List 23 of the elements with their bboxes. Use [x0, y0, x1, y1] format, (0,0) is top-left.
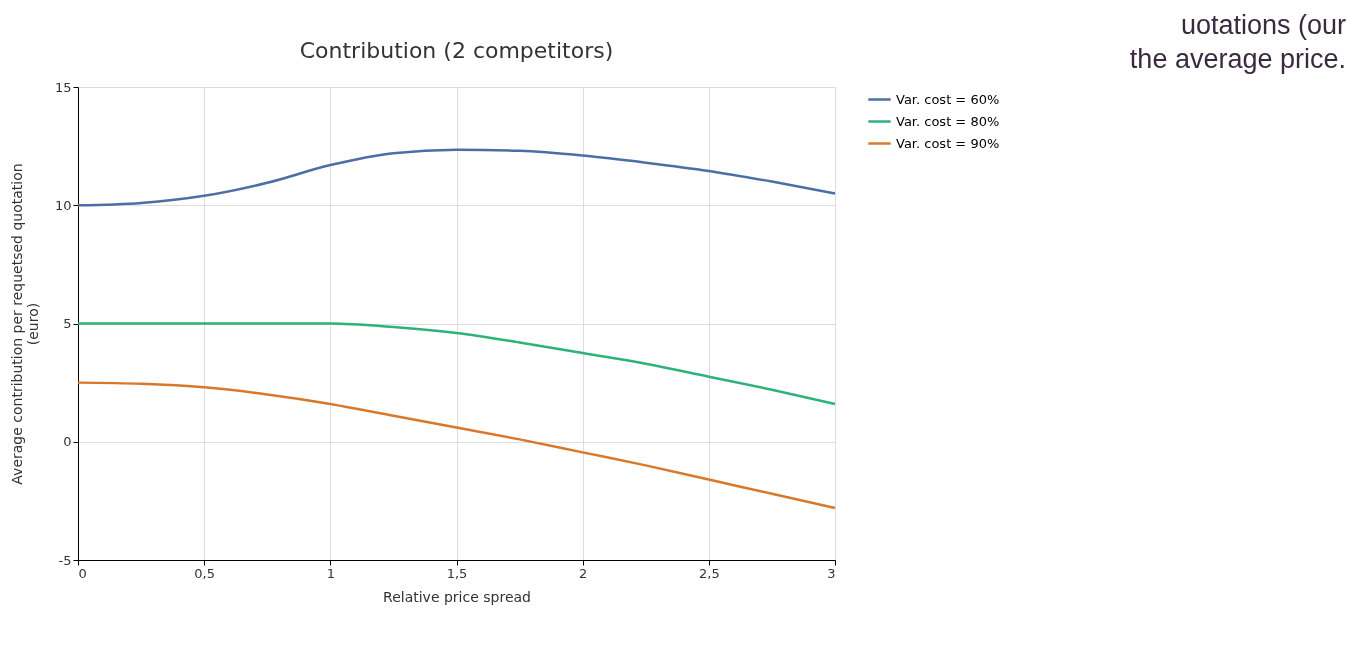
y-tick-label: 5 [63, 316, 72, 331]
text: the average price. [1129, 43, 1346, 76]
y-tick-label: 10 [54, 197, 72, 213]
legend-label: Var. cost = 90% [896, 135, 1000, 151]
x-axis-title: Relative price spread [383, 588, 531, 605]
x-tick-label: 2 [579, 565, 588, 581]
line-series [76, 148, 837, 207]
y-tick-label: 15 [54, 79, 72, 95]
x-tick-label: 0 [78, 565, 87, 581]
line-series [76, 381, 837, 510]
y-tick-label: 0 [63, 434, 72, 450]
x-tick-label: 3 [827, 565, 836, 581]
text: uotations (our [1179, 9, 1346, 42]
y-tick-label: -5 [58, 552, 72, 568]
line-series [76, 322, 837, 406]
x-tick-label: 0,5 [194, 565, 216, 581]
x-tick-label: 1 [326, 565, 335, 581]
legend-label: Var. cost = 60% [896, 91, 1000, 107]
x-tick-label: 1,5 [446, 565, 468, 581]
x-tick-label: 2,5 [698, 565, 720, 581]
legend-label: Var. cost = 80% [896, 113, 1000, 129]
y-axis-title: Average contribution per requetsed quotation (euro) [8, 163, 41, 485]
chart-title: Contribution (2 competitors) [299, 38, 614, 63]
